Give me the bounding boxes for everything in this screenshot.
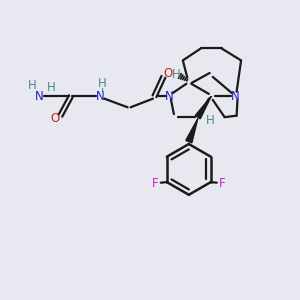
Polygon shape <box>195 96 211 119</box>
Text: H: H <box>46 81 55 94</box>
Text: H: H <box>98 77 106 90</box>
Text: F: F <box>219 177 226 190</box>
Text: O: O <box>50 112 60 125</box>
Text: H: H <box>172 68 181 81</box>
Text: F: F <box>152 177 159 190</box>
Text: H: H <box>28 79 36 92</box>
Text: N: N <box>96 90 105 103</box>
Polygon shape <box>186 118 198 143</box>
Text: N: N <box>165 90 174 103</box>
Text: N: N <box>35 90 44 103</box>
Text: H: H <box>206 114 215 127</box>
Text: N: N <box>231 90 239 103</box>
Text: O: O <box>163 67 172 80</box>
